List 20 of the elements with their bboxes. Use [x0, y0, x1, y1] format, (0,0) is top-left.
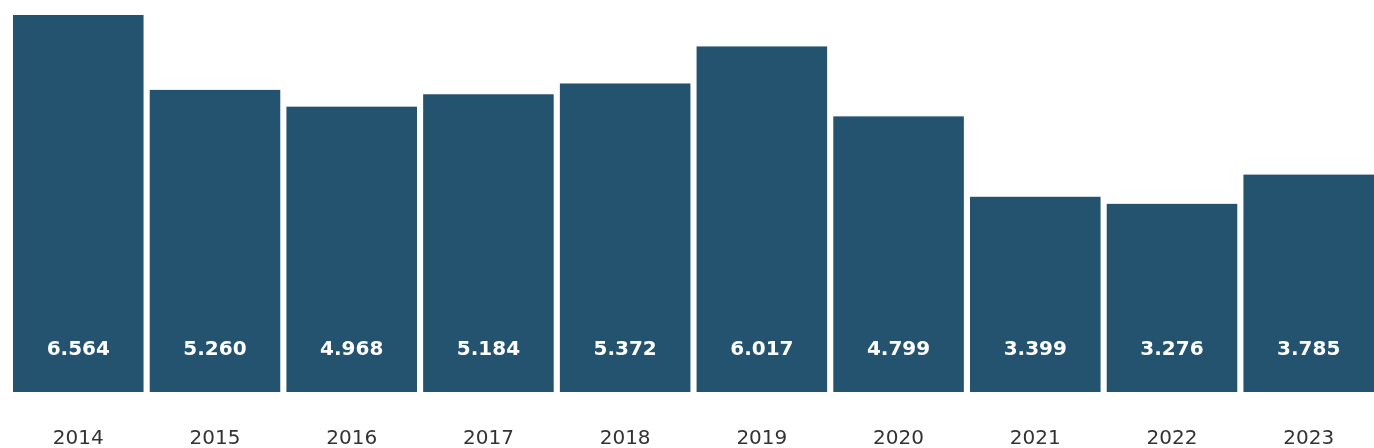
data-label: 5.372	[593, 336, 657, 360]
x-tick-label: 2018	[599, 425, 651, 448]
x-tick-label: 2021	[1009, 425, 1061, 448]
data-label: 5.260	[183, 336, 247, 360]
x-tick-label: 2020	[873, 425, 925, 448]
x-tick-label: 2016	[326, 425, 378, 448]
data-label: 3.276	[1140, 336, 1204, 360]
x-tick-label: 2023	[1283, 425, 1335, 448]
x-tick-label: 2017	[462, 425, 514, 448]
x-tick-label: 2014	[52, 425, 104, 448]
x-tick-label: 2015	[189, 425, 241, 448]
data-label: 3.399	[1003, 336, 1067, 360]
x-tick-label: 2022	[1146, 425, 1198, 448]
data-label: 5.184	[456, 336, 521, 360]
data-label: 4.799	[866, 336, 931, 360]
data-label: 3.785	[1277, 336, 1341, 360]
data-label: 6.017	[730, 336, 794, 360]
data-label: 6.564	[46, 336, 110, 360]
data-label: 4.968	[320, 336, 384, 360]
x-tick-label: 2019	[736, 425, 788, 448]
